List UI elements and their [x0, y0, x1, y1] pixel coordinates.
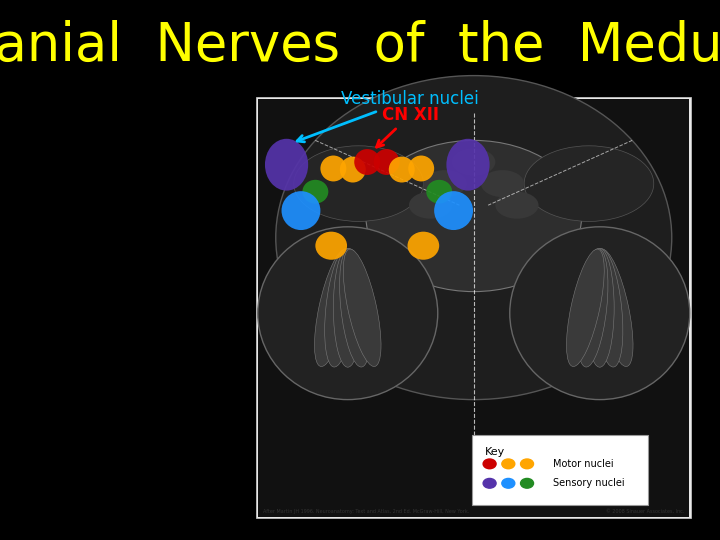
Ellipse shape [315, 232, 347, 260]
Ellipse shape [434, 191, 473, 230]
Ellipse shape [426, 180, 452, 204]
Text: Cranial  Nerves  of  the  Medulla: Cranial Nerves of the Medulla [0, 20, 720, 72]
Circle shape [502, 478, 515, 488]
Ellipse shape [294, 146, 423, 221]
Text: CN XII: CN XII [377, 106, 438, 147]
Ellipse shape [315, 249, 352, 367]
Text: © 2008 Sinauer Associates, Inc.: © 2008 Sinauer Associates, Inc. [606, 509, 684, 514]
Ellipse shape [481, 170, 524, 197]
Ellipse shape [585, 248, 614, 367]
Ellipse shape [446, 139, 490, 191]
Ellipse shape [325, 248, 356, 367]
Ellipse shape [302, 180, 328, 204]
Ellipse shape [577, 248, 608, 367]
Ellipse shape [265, 139, 308, 191]
Bar [472, 435, 648, 505]
Circle shape [483, 459, 496, 469]
Ellipse shape [409, 192, 452, 219]
Circle shape [521, 478, 534, 488]
Text: After Martin JH 1996. Neuroanatomy: Text and Atlas, 2nd Ed. McGraw-Hill, New Yor: After Martin JH 1996. Neuroanatomy: Text… [263, 509, 469, 514]
Ellipse shape [374, 149, 400, 175]
Ellipse shape [343, 249, 381, 367]
Ellipse shape [389, 157, 415, 183]
Ellipse shape [258, 227, 438, 400]
Text: Sensory nuclei: Sensory nuclei [553, 478, 624, 488]
Ellipse shape [495, 192, 539, 219]
Ellipse shape [408, 232, 439, 260]
Ellipse shape [595, 249, 633, 367]
Bar [258, 99, 689, 517]
Ellipse shape [276, 76, 672, 400]
Circle shape [483, 478, 496, 488]
Ellipse shape [333, 248, 362, 367]
Ellipse shape [366, 140, 582, 292]
Circle shape [521, 459, 534, 469]
Ellipse shape [408, 156, 434, 181]
Circle shape [502, 459, 515, 469]
Ellipse shape [592, 248, 623, 367]
Ellipse shape [282, 191, 320, 230]
Ellipse shape [354, 149, 380, 175]
Bar [256, 97, 691, 518]
Text: Motor nuclei: Motor nuclei [553, 459, 613, 469]
Ellipse shape [524, 146, 654, 221]
Ellipse shape [423, 170, 467, 197]
Ellipse shape [452, 148, 495, 176]
Ellipse shape [340, 248, 371, 367]
Text: Key: Key [485, 447, 505, 457]
Ellipse shape [320, 156, 346, 181]
Ellipse shape [567, 249, 604, 367]
Ellipse shape [340, 157, 366, 183]
Text: Vestibular nuclei: Vestibular nuclei [297, 90, 479, 142]
Ellipse shape [510, 227, 690, 400]
